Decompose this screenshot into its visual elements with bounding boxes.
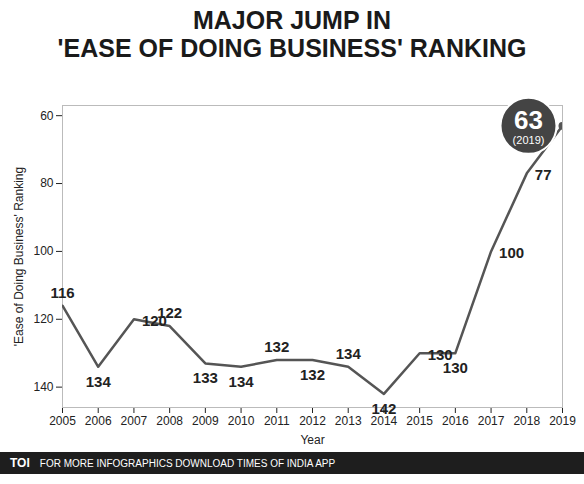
svg-text:133: 133 xyxy=(193,369,218,386)
html-text:'EASE OF DOING BUSINESS' RANKI: 'EASE OF DOING BUSINESS' RANKING xyxy=(57,34,527,62)
svg-text:Year: Year xyxy=(300,433,324,447)
svg-text:134: 134 xyxy=(86,373,112,390)
svg-text:2010: 2010 xyxy=(228,414,255,428)
svg-text:140: 140 xyxy=(33,380,53,394)
svg-text:100: 100 xyxy=(33,244,53,258)
svg-text:77: 77 xyxy=(535,166,552,183)
svg-text:2009: 2009 xyxy=(192,414,219,428)
svg-text:134: 134 xyxy=(336,345,362,362)
svg-text:'Ease of Doing Business' Ranki: 'Ease of Doing Business' Ranking xyxy=(12,167,26,346)
html-text:MAJOR JUMP IN: MAJOR JUMP IN xyxy=(192,6,392,34)
svg-text:63: 63 xyxy=(514,105,543,135)
svg-text:2013: 2013 xyxy=(335,414,362,428)
svg-text:142: 142 xyxy=(371,400,396,417)
html-text:TOI: TOI xyxy=(10,456,30,470)
svg-text:80: 80 xyxy=(40,176,54,190)
svg-text:2008: 2008 xyxy=(156,414,183,428)
svg-text:132: 132 xyxy=(264,338,289,355)
svg-text:2012: 2012 xyxy=(299,414,326,428)
svg-text:130: 130 xyxy=(428,346,453,363)
svg-text:130: 130 xyxy=(442,359,468,376)
svg-text:2017: 2017 xyxy=(478,414,505,428)
svg-text:122: 122 xyxy=(157,303,183,321)
html-text:FOR MORE INFOGRAPHICS DOWNLOAD: FOR MORE INFOGRAPHICS DOWNLOAD TIMES OF … xyxy=(39,458,336,469)
svg-text:116: 116 xyxy=(50,284,74,301)
svg-text:2018: 2018 xyxy=(513,414,540,428)
svg-text:132: 132 xyxy=(300,366,325,383)
svg-text:120: 120 xyxy=(33,312,53,326)
svg-text:2005: 2005 xyxy=(49,414,76,428)
svg-text:2014: 2014 xyxy=(370,414,398,428)
svg-text:2007: 2007 xyxy=(121,414,148,428)
svg-text:2011: 2011 xyxy=(264,414,290,428)
svg-text:60: 60 xyxy=(40,109,54,123)
svg-text:2015: 2015 xyxy=(406,414,433,428)
svg-text:2019: 2019 xyxy=(549,414,576,428)
svg-text:134: 134 xyxy=(229,373,255,390)
svg-text:2016: 2016 xyxy=(442,414,469,428)
svg-text:(2019): (2019) xyxy=(513,134,545,146)
svg-text:2006: 2006 xyxy=(85,414,112,428)
svg-text:120: 120 xyxy=(142,312,167,329)
svg-text:100: 100 xyxy=(499,244,524,261)
